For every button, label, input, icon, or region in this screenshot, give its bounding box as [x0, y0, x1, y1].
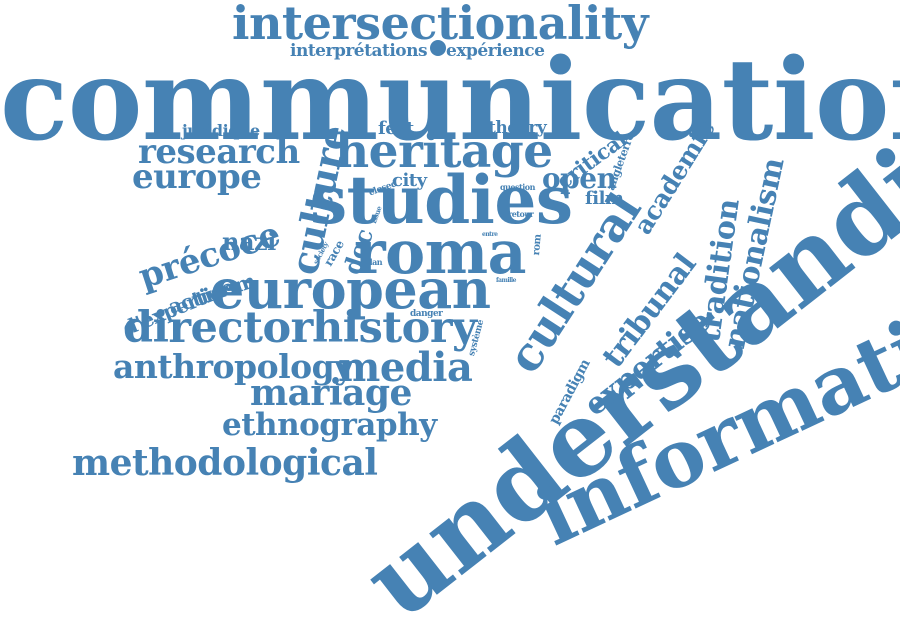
- word-europe: europe: [132, 157, 262, 197]
- word-juridique: juridique: [182, 121, 260, 140]
- word-roma: roma: [354, 218, 527, 288]
- word-open: open: [542, 162, 617, 195]
- word-question: question: [500, 182, 535, 192]
- word-interpr-tations: interprétations: [290, 41, 428, 61]
- word-methodological: methodological: [72, 442, 378, 484]
- word-communication: communication: [0, 35, 900, 166]
- word-film: film: [585, 188, 624, 209]
- bullet-dot: [430, 40, 446, 56]
- word-history: history: [312, 303, 477, 353]
- word-fest: fest: [378, 118, 414, 139]
- word-entre: entre: [482, 231, 498, 238]
- word-director: director: [123, 303, 313, 353]
- word-intersectionality: intersectionality: [232, 0, 648, 50]
- word-mariage: mariage: [250, 372, 412, 414]
- word-studies: studies: [310, 161, 573, 239]
- word-nazi: nazi: [222, 227, 276, 256]
- word-exp-rience: expérience: [446, 41, 545, 61]
- word-ethnography: ethnography: [222, 407, 437, 443]
- word-danger: danger: [410, 309, 443, 319]
- word-retour: retour: [508, 209, 534, 219]
- word-dan: dan: [367, 257, 383, 267]
- word-theory: theory: [488, 118, 547, 138]
- word-famille: famille: [496, 277, 516, 284]
- word-rom: rom: [531, 233, 544, 256]
- word-anthropology: anthropology: [113, 347, 353, 386]
- word-research: research: [138, 132, 300, 172]
- word-european: european: [210, 257, 491, 321]
- word-city: city: [392, 170, 427, 191]
- word-heritage: heritage: [335, 124, 553, 179]
- word-media: media: [338, 344, 473, 391]
